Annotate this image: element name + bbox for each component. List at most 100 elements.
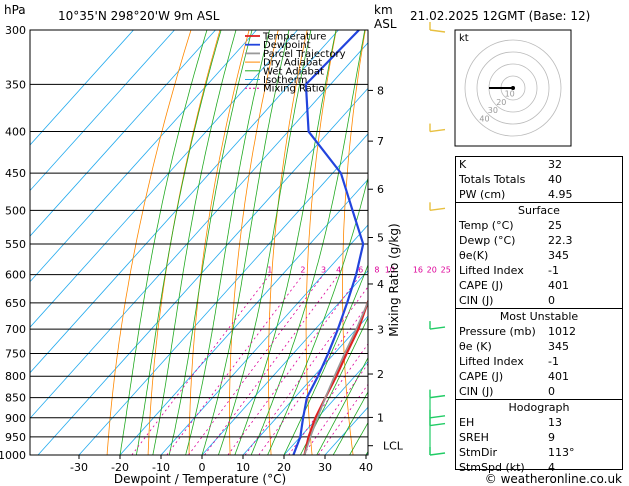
isotherm-line bbox=[201, 269, 368, 455]
most-unstable-value: 401 bbox=[548, 370, 569, 383]
index-value: 4.95 bbox=[548, 188, 573, 201]
indices-panel: K 32 Totals Totals 40 PW (cm) 4.95 Surface Te… bbox=[455, 156, 623, 474]
index-value: 32 bbox=[548, 158, 562, 171]
altitude-tick-label: 1 bbox=[377, 411, 384, 424]
index-row: K 32 bbox=[456, 157, 622, 172]
surface-value: 22.3 bbox=[548, 234, 573, 247]
mixing-ratio-label: 3 bbox=[321, 266, 326, 275]
altitude-tick-label: 3 bbox=[377, 324, 384, 337]
pressure-tick-label: 700 bbox=[5, 323, 26, 336]
hodograph-param-label: EH bbox=[459, 416, 475, 429]
hodograph-param-label: StmSpd (kt) bbox=[459, 461, 525, 474]
most-unstable-label: CIN (J) bbox=[459, 385, 494, 398]
surface-label: Lifted Index bbox=[459, 264, 524, 277]
hodograph-ring-label: 20 bbox=[496, 98, 506, 107]
altitude-tick-label: 5 bbox=[377, 231, 384, 244]
wind-barb bbox=[429, 422, 446, 427]
lcl-label: LCL bbox=[383, 440, 404, 453]
temperature-tick-label: 20 bbox=[277, 461, 291, 474]
mixing-ratio-line bbox=[188, 274, 324, 455]
wet-adiabat-line bbox=[152, 30, 237, 455]
pressure-tick-labels: 300 350 400 450 500 550 600 650 700 750 800 850 900 9… bbox=[0, 24, 26, 462]
legend-label: Wet Adiabat bbox=[263, 66, 324, 77]
surface-row: CIN (J) 0 bbox=[456, 293, 622, 308]
wind-barb bbox=[429, 29, 446, 33]
most-unstable-title: Most Unstable bbox=[499, 310, 579, 323]
surface-value: 345 bbox=[548, 249, 569, 262]
mixing-ratio-label: 10 bbox=[385, 266, 395, 275]
most-unstable-label: Pressure (mb) bbox=[459, 325, 536, 338]
mixing-ratio-line bbox=[244, 286, 368, 455]
pressure-tick-label: 650 bbox=[5, 297, 26, 310]
isotherm-line bbox=[242, 315, 368, 455]
surface-title: Surface bbox=[518, 204, 560, 217]
hodograph-param-row: EH 13 bbox=[456, 415, 622, 430]
isotherm-line bbox=[37, 87, 368, 455]
hodograph-ring-label: 40 bbox=[479, 115, 489, 124]
temperature-tick-label: -20 bbox=[111, 461, 129, 474]
altitude-tick-label: 7 bbox=[377, 135, 384, 148]
wet-adiabat-line bbox=[136, 30, 222, 455]
km-label: km bbox=[374, 3, 393, 17]
isotherm-line bbox=[30, 30, 134, 146]
temperature-tick-label: -10 bbox=[152, 461, 170, 474]
mixing-ratio-line bbox=[227, 274, 362, 455]
most-unstable-row: CAPE (J) 401 bbox=[456, 369, 622, 384]
pressure-tick-label: 450 bbox=[5, 167, 26, 180]
most-unstable-value: 0 bbox=[548, 385, 555, 398]
mixing-ratio-label: 20 bbox=[427, 266, 437, 275]
altitude-tick-label: 6 bbox=[377, 183, 384, 196]
legend-label: Isotherm bbox=[263, 75, 307, 86]
altitude-tick-labels: 8 7 6 5 4 3 2 1 LCL bbox=[368, 84, 404, 453]
surface-label: CIN (J) bbox=[459, 294, 494, 307]
mixing-ratio-line bbox=[131, 274, 271, 455]
temperature-line bbox=[303, 298, 368, 455]
temperature-tick-labels: -30 -20 -10 0 10 20 30 40 bbox=[70, 455, 373, 474]
most-unstable-row: CIN (J) 0 bbox=[456, 384, 622, 399]
temperature-tick-label: 0 bbox=[199, 461, 206, 474]
altitude-tick-label: 4 bbox=[377, 278, 384, 291]
pressure-tick-label: 600 bbox=[5, 269, 26, 282]
pressure-tick-label: 950 bbox=[5, 431, 26, 444]
index-label: Totals Totals bbox=[459, 173, 526, 186]
hodograph-param-value: 4 bbox=[548, 461, 555, 474]
surface-row: Dewp (°C) 22.3 bbox=[456, 233, 622, 248]
mixing-ratio-line bbox=[258, 303, 368, 455]
hodograph-ring bbox=[464, 39, 562, 137]
hodograph-param-row: StmDir 113° bbox=[456, 445, 622, 460]
wind-barbs bbox=[429, 22, 446, 456]
hodograph-param-value: 113° bbox=[548, 446, 575, 459]
mixing-ratio-line bbox=[166, 274, 304, 455]
surface-label: Temp (°C) bbox=[459, 219, 514, 232]
legend-label: Mixing Ratio bbox=[263, 84, 325, 95]
pressure-tick-label: 1000 bbox=[0, 449, 26, 462]
hodograph-ring bbox=[476, 51, 550, 125]
mixing-ratio-label: 6 bbox=[358, 266, 363, 275]
most-unstable-label: CAPE (J) bbox=[459, 370, 504, 383]
most-unstable-row: θe (K) 345 bbox=[456, 339, 622, 354]
hodograph-kt-label: kt bbox=[459, 33, 469, 44]
isotherm-line bbox=[30, 30, 339, 374]
hodograph-param-row: SREH 9 bbox=[456, 430, 622, 445]
hodograph-table-title: Hodograph bbox=[508, 401, 570, 414]
hpa-label: hPa bbox=[4, 3, 26, 17]
dry-adiabat-line bbox=[147, 30, 221, 455]
index-row: Totals Totals 40 bbox=[456, 172, 622, 187]
mixing-ratio-label: 1 bbox=[267, 266, 272, 275]
surface-row: θe(K) 345 bbox=[456, 248, 622, 263]
hodograph-center bbox=[511, 86, 515, 90]
credit-text: © weatheronline.co.uk bbox=[485, 472, 622, 486]
mixing-ratio-label: 25 bbox=[441, 266, 451, 275]
hodograph-ring-label: 10 bbox=[505, 89, 515, 98]
most-unstable-row: Lifted Index -1 bbox=[456, 354, 622, 369]
most-unstable-row: Pressure (mb) 1012 bbox=[456, 324, 622, 339]
altitude-tick-label: 8 bbox=[377, 84, 384, 97]
dry-adiabat-line bbox=[412, 30, 435, 455]
pressure-tick-label: 850 bbox=[5, 392, 26, 405]
dry-adiabat-line bbox=[106, 30, 192, 455]
wind-barb bbox=[429, 207, 446, 212]
wet-adiabat-line bbox=[316, 356, 368, 455]
wind-barb bbox=[429, 394, 446, 399]
